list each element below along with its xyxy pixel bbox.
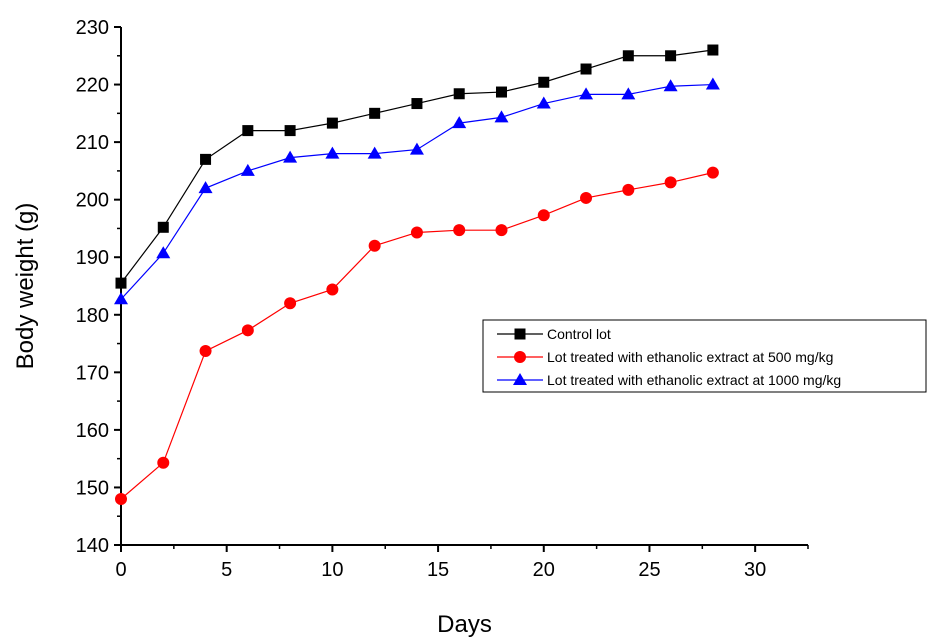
data-point <box>368 239 381 252</box>
data-point <box>326 117 338 129</box>
y-tick-label: 210 <box>76 132 109 154</box>
y-tick-label: 180 <box>76 305 109 327</box>
x-axis-title: Days <box>437 611 492 637</box>
data-point <box>114 292 128 305</box>
y-tick-label: 220 <box>76 75 109 97</box>
data-point <box>495 86 507 98</box>
data-point <box>538 76 550 88</box>
data-point <box>622 50 634 62</box>
x-tick-label: 15 <box>427 559 449 581</box>
legend-marker <box>513 373 527 385</box>
data-point <box>665 50 677 62</box>
data-point <box>707 44 719 56</box>
y-axis-title: Body weight (g) <box>12 203 39 370</box>
data-point <box>369 107 381 119</box>
data-point <box>326 283 339 296</box>
data-point <box>495 224 508 237</box>
data-point <box>579 87 594 100</box>
data-point <box>452 116 467 129</box>
legend-marker <box>514 328 526 340</box>
data-point <box>580 63 592 75</box>
data-point <box>621 87 636 100</box>
data-point <box>664 176 677 189</box>
data-point <box>367 146 382 159</box>
data-point <box>198 181 213 194</box>
data-point <box>284 297 297 310</box>
legend-box <box>482 319 927 393</box>
legend: Control lot Lot treated with ethanolic ex… <box>482 319 927 393</box>
data-point <box>242 125 254 137</box>
y-tick-label: 230 <box>76 17 109 39</box>
data-point <box>157 221 169 233</box>
data-point <box>706 166 719 179</box>
series-2 <box>115 166 719 505</box>
data-point <box>240 163 255 176</box>
y-tick-label: 160 <box>76 420 109 442</box>
data-point <box>453 224 466 237</box>
data-point <box>200 153 212 165</box>
data-point <box>494 110 509 123</box>
x-tick-label: 25 <box>638 559 660 581</box>
legend-label: Control lot <box>547 326 611 342</box>
data-point <box>115 492 127 505</box>
data-point <box>157 456 170 469</box>
y-tick-label: 150 <box>76 477 109 499</box>
axes: 0 5 10 15 20 25 30 140 150 160 170 180 190 200 210 220 2… <box>76 17 809 581</box>
data-point <box>537 209 550 222</box>
y-tick-label: 190 <box>76 247 109 269</box>
data-point <box>199 345 212 358</box>
series-layer <box>114 44 720 505</box>
data-point <box>453 88 465 100</box>
x-tick-label: 20 <box>533 559 555 581</box>
series-line <box>120 49 713 284</box>
x-tick-label: 10 <box>321 559 343 581</box>
y-tick-label: 170 <box>76 362 109 384</box>
x-tick-label: 0 <box>115 559 126 581</box>
legend-marker <box>514 351 526 363</box>
y-tick-label: 140 <box>76 535 109 557</box>
data-point <box>536 96 551 109</box>
data-point <box>156 246 171 259</box>
x-tick-label: 5 <box>221 559 232 581</box>
data-point <box>115 277 127 289</box>
y-tick-label: 200 <box>76 190 109 212</box>
data-point <box>580 191 593 204</box>
legend-label: Lot treated with ethanolic extract at 10… <box>547 372 841 388</box>
series-3 <box>114 77 720 305</box>
data-point <box>325 146 340 159</box>
data-point <box>284 125 296 137</box>
data-point <box>283 150 298 163</box>
data-point <box>410 226 423 239</box>
data-point <box>411 98 423 110</box>
x-tick-label: 30 <box>744 559 766 581</box>
data-point <box>409 142 424 155</box>
data-point <box>663 79 678 92</box>
series-1 <box>115 44 719 289</box>
legend-label: Lot treated with ethanolic extract at 50… <box>547 349 833 365</box>
data-point <box>705 77 720 90</box>
data-point <box>241 324 254 337</box>
data-point <box>622 183 635 196</box>
